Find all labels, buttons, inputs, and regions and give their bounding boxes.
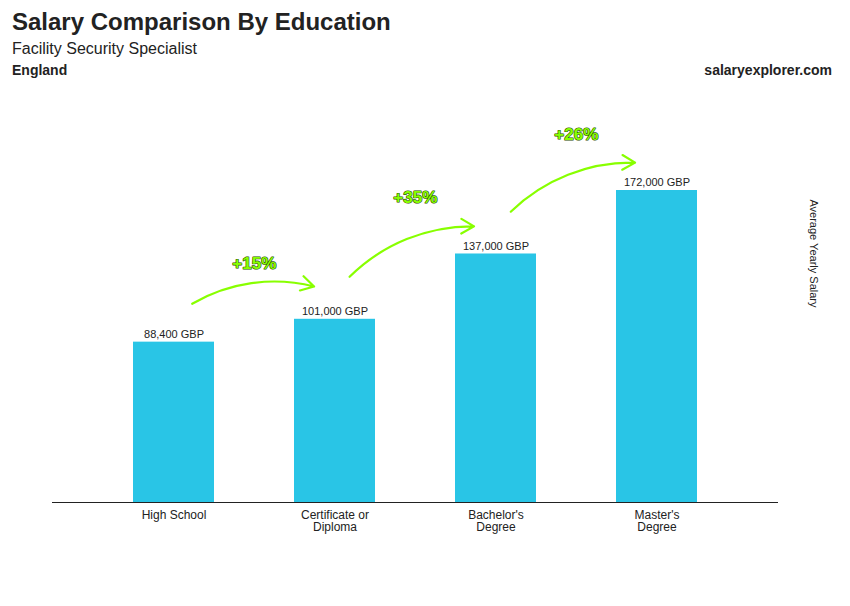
html-text:Salary Comparison By Education: Salary Comparison By Education [12,8,391,35]
svg-text:101,000 GBP: 101,000 GBP [302,305,368,317]
svg-text:Certificate orDiploma: Certificate orDiploma [301,508,369,534]
svg-text:88,400 GBP: 88,400 GBP [144,328,204,340]
svg-text:137,000 GBP: 137,000 GBP [463,240,529,252]
svg-text:+35%: +35% [393,188,437,207]
svg-text:High School: High School [142,508,207,522]
html-text:salaryexplorer.com: salaryexplorer.com [704,62,832,78]
html-text:Facility Security Specialist: Facility Security Specialist [12,40,197,57]
svg-text:Bachelor'sDegree: Bachelor'sDegree [468,508,524,534]
svg-text:Average Yearly Salary: Average Yearly Salary [808,199,820,308]
html-text:England: England [12,62,68,78]
svg-text:+26%: +26% [554,125,598,144]
svg-text:+15%: +15% [232,254,276,273]
svg-text:Master'sDegree: Master'sDegree [635,508,680,534]
svg-text:172,000 GBP: 172,000 GBP [624,176,690,188]
